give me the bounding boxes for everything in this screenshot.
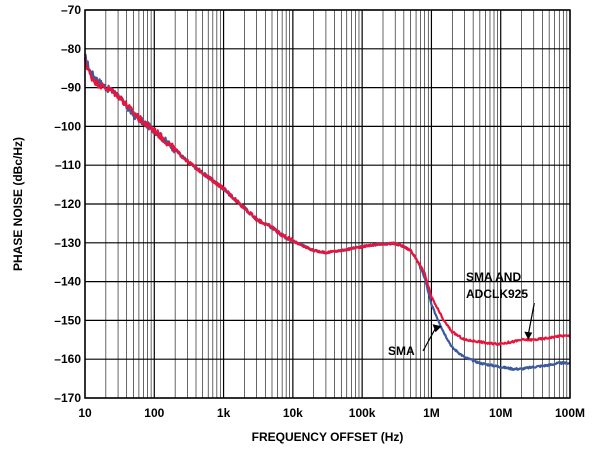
x-tick-label: 100k: [349, 406, 376, 420]
x-tick-label: 1M: [423, 406, 440, 420]
annotation-arrow-sma: [422, 327, 437, 352]
annotation-arrow-sma-and-adclk925: [527, 302, 535, 335]
annotation-arrowhead-sma: [432, 324, 442, 333]
annotation-sma-and-adclk925-line2: ADCLK925: [466, 287, 528, 301]
annotation-sma-and-adclk925-line1: SMA AND: [466, 270, 521, 284]
y-tick-label: –170: [54, 391, 81, 405]
x-tick-labels: 10 100 1k 10k 100k 1M 10M 100M: [78, 406, 585, 420]
y-tick-label: –150: [54, 313, 81, 327]
y-tick-label: –130: [54, 236, 81, 250]
y-tick-label: –100: [54, 119, 81, 133]
series-layer: [83, 53, 571, 371]
y-tick-label: –70: [61, 3, 81, 17]
x-tick-label: 10: [78, 406, 92, 420]
x-tick-label: 10M: [489, 406, 512, 420]
y-tick-label: –140: [54, 275, 81, 289]
x-axis-title: FREQUENCY OFFSET (Hz): [252, 430, 404, 444]
plot-frame: [84, 9, 571, 399]
x-tick-label: 100: [144, 406, 164, 420]
x-tick-label: 10k: [283, 406, 303, 420]
y-tick-label: –80: [61, 42, 81, 56]
y-tick-label: –160: [54, 352, 81, 366]
annotation-arrowhead-sma-and-adclk925: [524, 331, 533, 340]
x-tick-label: 1k: [217, 406, 231, 420]
y-tick-labels: –70 –80 –90 –100 –110 –120 –130 –140 –150 –160 –17…: [54, 3, 81, 405]
y-tick-label: –90: [61, 81, 81, 95]
annotations: SMA AND ADCLK925 SMA: [388, 270, 535, 358]
y-axis-title: PHASE NOISE (dBc/Hz): [11, 137, 25, 271]
y-tick-label: –110: [55, 158, 81, 172]
y-tick-label: –120: [54, 197, 81, 211]
x-tick-label: 100M: [555, 406, 585, 420]
annotation-sma: SMA: [388, 344, 415, 358]
series-line-sma-and-adclk925: [83, 57, 571, 346]
